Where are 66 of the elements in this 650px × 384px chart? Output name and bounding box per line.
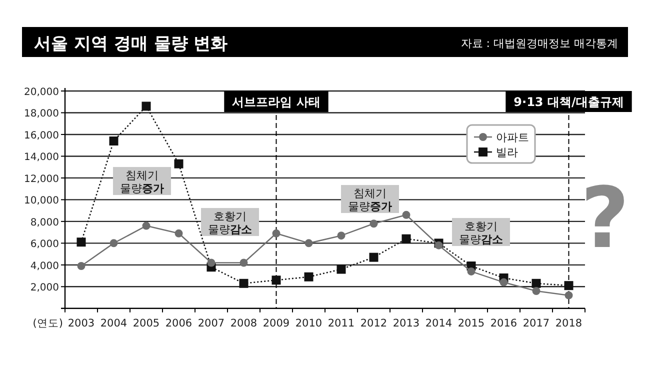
y-tick-label: 8,000	[30, 217, 59, 228]
x-tick-label: 2017	[522, 317, 550, 330]
point	[239, 278, 248, 288]
point	[336, 264, 346, 274]
chart-title: 서울 지역 경매 물량 변화	[34, 34, 228, 54]
annotation: 침체기 물량증가	[120, 169, 164, 195]
point	[240, 258, 248, 267]
annotation: ?	[580, 169, 630, 267]
point	[77, 262, 86, 270]
y-tick-label: 10,000	[24, 196, 59, 207]
y-tick-label: 14,000	[24, 152, 59, 164]
text: 자료 : 대법원경매정보 매각통계	[460, 37, 618, 50]
point	[337, 232, 346, 240]
x-tick-label: 2004	[100, 317, 128, 330]
point	[369, 252, 378, 262]
point	[402, 210, 410, 219]
point	[207, 258, 216, 267]
annotation: 호황기 물량감소	[208, 210, 252, 236]
ref-line-label: 서브프라임 사태	[232, 95, 320, 109]
point	[304, 239, 313, 248]
y-tick-label: 20,000	[24, 87, 59, 98]
point	[272, 276, 281, 285]
point	[142, 222, 150, 230]
x-tick-label: 2018	[555, 317, 582, 330]
point	[564, 281, 574, 290]
point	[174, 229, 183, 238]
x-tick-label: 2013	[392, 317, 420, 330]
point	[109, 136, 118, 146]
x-tick-label: 2014	[425, 317, 452, 330]
x-tick-label: 2011	[328, 317, 355, 330]
x-tick-label: 2010	[295, 317, 322, 330]
x-tick-label: 2008	[230, 317, 258, 330]
x-tick-label: 2016	[490, 317, 518, 330]
point	[174, 159, 184, 168]
point	[532, 287, 540, 296]
x-tick-label: 2006	[165, 317, 192, 330]
x-tick-label: 2012	[360, 317, 388, 330]
x-tick-label: 2015	[458, 317, 485, 330]
point	[467, 267, 476, 276]
x-tick-label: 2007	[198, 317, 225, 330]
y-tick-label: 16,000	[24, 130, 59, 142]
point	[110, 239, 118, 248]
y-tick-label: 18,000	[24, 108, 59, 120]
annotation: 침체기 물량증가	[348, 187, 392, 213]
point	[142, 102, 151, 111]
annotation: 호황기 물량감소	[459, 220, 503, 246]
y-tick-label: 4,000	[30, 260, 59, 272]
x-tick-label: 2003	[68, 317, 95, 330]
y-tick-label: 2,000	[30, 282, 59, 294]
legend-label: 빌라	[496, 146, 518, 159]
y-tick-label: 6,000	[30, 239, 59, 250]
ref-line-label: 9·13 대책/대출규제	[514, 95, 624, 109]
y-tick-label: 12,000	[24, 174, 59, 185]
point	[76, 238, 86, 247]
x-tick-label: 2009	[262, 317, 290, 330]
point	[564, 291, 573, 300]
point	[304, 272, 314, 282]
point	[434, 241, 443, 250]
point	[370, 220, 378, 228]
point	[402, 234, 411, 244]
point	[532, 278, 541, 288]
x-axis-title: (연도)	[32, 317, 63, 330]
legend-label: 아파트	[496, 131, 529, 144]
x-tick-label: 2005	[132, 317, 160, 330]
point	[500, 278, 508, 286]
point	[272, 229, 280, 238]
